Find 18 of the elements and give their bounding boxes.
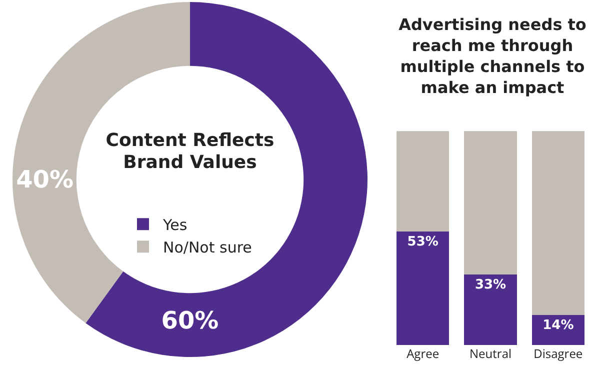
legend-label: Yes [162, 216, 188, 234]
legend-label: No/Not sure [163, 238, 252, 256]
donut-slice [86, 2, 368, 357]
bar [464, 131, 517, 274]
bar [396, 232, 450, 345]
text: Content Reflects Brand Values [105, 130, 275, 174]
data-label: 53% [407, 234, 438, 250]
x-tick-label: Neutral [469, 345, 512, 362]
data-label: 14% [542, 318, 574, 334]
data-label: 40% [16, 166, 74, 194]
data-label: 60% [161, 306, 219, 335]
bar [396, 131, 450, 232]
x-tick-label: Agree [406, 345, 440, 362]
bar [532, 131, 585, 316]
chart-title: Advertising needs to reach me through multiple channels to make an impact [398, 14, 588, 98]
data-label: 33% [474, 277, 506, 292]
bar [464, 274, 517, 345]
x-tick-label: Disagree [534, 345, 583, 362]
